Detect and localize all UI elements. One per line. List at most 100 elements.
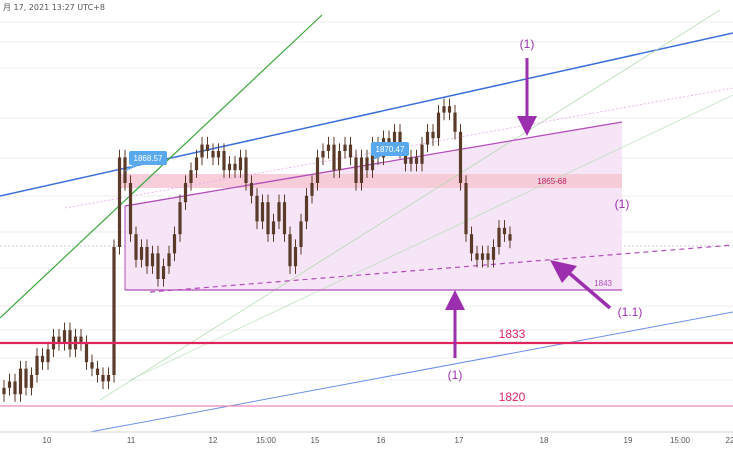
- candle-body: [359, 157, 364, 183]
- candle-body: [238, 157, 243, 171]
- candle-body: [337, 151, 342, 171]
- dashed-support-line: [149, 244, 733, 293]
- candle-body: [403, 151, 408, 164]
- candle-body: [469, 234, 474, 254]
- x-tick-label: 19: [624, 436, 633, 445]
- arrow-down-head: [517, 116, 537, 136]
- x-tick-label: 22: [726, 436, 733, 445]
- candle-body: [24, 368, 28, 388]
- chart-timestamp: 月 17, 2021 13:27 UTC+8: [3, 3, 105, 12]
- candle-body: [260, 202, 265, 222]
- candle-body: [95, 368, 100, 375]
- arrow-diag-shaft: [566, 270, 612, 310]
- candle-body: [282, 202, 287, 235]
- channel-outer-dotted: [64, 87, 733, 209]
- zone-label: 1865-68: [537, 177, 567, 186]
- zones-layer: 1865-68: [118, 122, 622, 290]
- candle-body: [332, 144, 336, 171]
- candles-layer: [2, 98, 512, 402]
- candle-body: [62, 330, 67, 343]
- candle-body: [194, 157, 199, 171]
- candle-body: [486, 253, 490, 260]
- candle-body: [244, 157, 248, 183]
- candle-body: [304, 195, 309, 222]
- x-tick-label: 16: [377, 436, 386, 445]
- candle-body: [150, 253, 155, 267]
- candle-body: [508, 234, 512, 241]
- candle-body: [222, 151, 226, 171]
- candle-body: [128, 183, 133, 235]
- arrow-diag-head: [550, 260, 577, 283]
- green-trendline: [0, 14, 323, 319]
- candle-body: [497, 227, 501, 247]
- candle-body: [40, 355, 45, 363]
- candle-body: [18, 368, 23, 395]
- candle-body: [387, 138, 391, 145]
- candle-body: [106, 375, 111, 382]
- candle-body: [2, 387, 6, 395]
- price-callout-label: 1868.57: [134, 154, 163, 163]
- candle-body: [145, 247, 149, 267]
- candle-body: [266, 202, 270, 235]
- x-tick-label: 18: [540, 436, 549, 445]
- candle-body: [326, 144, 331, 151]
- candle-body: [117, 157, 122, 247]
- x-tick-label: 11: [127, 436, 136, 445]
- candle-body: [211, 151, 215, 158]
- candle-body: [200, 144, 204, 158]
- candle-body: [491, 247, 496, 260]
- level-label-1843: 1843: [594, 279, 612, 288]
- green-trendline-thin: [99, 9, 721, 401]
- annotation-label: (1.1): [618, 305, 643, 319]
- x-tick-label: 12: [209, 436, 218, 445]
- candle-body: [205, 144, 210, 151]
- level-label-1820: 1820: [499, 390, 526, 404]
- candle-body: [101, 375, 105, 382]
- candle-body: [13, 381, 17, 395]
- candle-body: [29, 375, 34, 388]
- candle-body: [425, 131, 430, 145]
- candle-body: [354, 157, 358, 183]
- candle-body: [414, 157, 419, 164]
- candle-body: [46, 349, 50, 363]
- candle-body: [299, 221, 303, 247]
- candle-body: [233, 163, 237, 171]
- green-trendline-thin-2: [129, 94, 733, 381]
- candle-body: [156, 253, 160, 279]
- candle-body: [79, 336, 83, 343]
- candle-body: [161, 266, 166, 279]
- arrow-up-head: [445, 290, 465, 310]
- candle-body: [392, 131, 397, 145]
- candle-body: [216, 151, 221, 158]
- trendlines-layer: [0, 9, 733, 433]
- candle-body: [167, 253, 171, 267]
- candle-body: [365, 157, 369, 171]
- candle-body: [84, 343, 89, 363]
- candle-body: [458, 131, 463, 183]
- price-callout-box: [371, 142, 409, 156]
- candle-body: [134, 234, 138, 260]
- x-axis: 10 11 12 15:00 15 16 17 18 19 15:00 22: [0, 431, 733, 445]
- candle-body: [453, 112, 457, 132]
- annotation-label: (1): [615, 197, 630, 211]
- x-tick-label: 15:00: [256, 436, 277, 445]
- candle-body: [68, 330, 72, 350]
- candle-body: [370, 144, 375, 171]
- candle-body: [7, 381, 12, 388]
- candle-body: [315, 157, 320, 183]
- x-tick-label: 17: [455, 436, 464, 445]
- candle-body: [255, 195, 259, 222]
- annotation-label: (1): [448, 368, 463, 382]
- annotation-label: (1): [520, 37, 535, 51]
- candle-body: [35, 355, 39, 375]
- price-callout-pointer: [373, 156, 382, 160]
- resistance-zone: [118, 174, 622, 188]
- price-callout-box: [129, 151, 167, 165]
- price-callout-label: 1870.47: [376, 145, 405, 154]
- candle-body: [112, 247, 116, 375]
- level-label-1833: 1833: [499, 327, 526, 341]
- candle-body: [277, 202, 281, 222]
- candle-body: [249, 183, 254, 196]
- candle-body: [178, 202, 182, 235]
